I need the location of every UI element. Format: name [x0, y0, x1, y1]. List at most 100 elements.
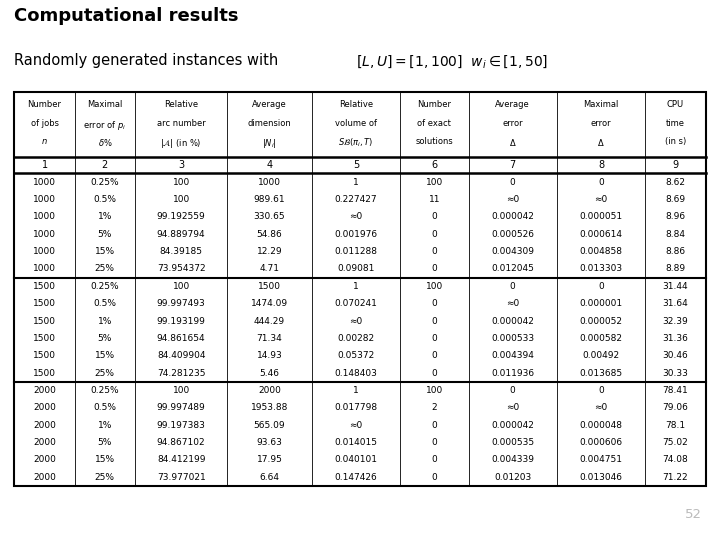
Text: $[L,U] = [1,100]$  $w_i \in [1,50]$: $[L,U] = [1,100]$ $w_i \in [1,50]$	[356, 53, 549, 70]
Text: 0: 0	[431, 316, 437, 326]
Text: 32.39: 32.39	[662, 316, 688, 326]
Text: 75.02: 75.02	[662, 438, 688, 447]
Text: Computational results: Computational results	[14, 8, 239, 25]
Text: 30.33: 30.33	[662, 369, 688, 377]
Text: 0: 0	[598, 178, 604, 187]
Text: 0.227427: 0.227427	[335, 195, 377, 204]
Text: 0.000042: 0.000042	[491, 212, 534, 221]
Text: 0.070241: 0.070241	[335, 299, 377, 308]
Text: 0.148403: 0.148403	[335, 369, 377, 377]
Text: of exact: of exact	[418, 119, 451, 127]
Text: 0: 0	[431, 334, 437, 343]
Text: 9: 9	[672, 160, 678, 170]
Text: 2000: 2000	[33, 438, 56, 447]
Text: 1000: 1000	[33, 195, 56, 204]
Text: 5%: 5%	[98, 438, 112, 447]
Text: $n$: $n$	[41, 137, 48, 146]
Text: 0.000614: 0.000614	[580, 230, 623, 239]
Text: Relative: Relative	[164, 100, 198, 110]
Text: 1500: 1500	[33, 299, 56, 308]
Text: $S\mathcal{B}(\pi_i, T)$: $S\mathcal{B}(\pi_i, T)$	[338, 137, 374, 149]
Text: Relative: Relative	[339, 100, 373, 110]
Text: 0.000052: 0.000052	[580, 316, 623, 326]
Text: 0.000048: 0.000048	[580, 421, 623, 430]
Text: (in s): (in s)	[665, 137, 686, 146]
Text: 1%: 1%	[98, 212, 112, 221]
Text: 0: 0	[510, 386, 516, 395]
Text: 0.000582: 0.000582	[580, 334, 623, 343]
Text: Number: Number	[27, 100, 61, 110]
Text: 0.017798: 0.017798	[334, 403, 377, 413]
Text: ≈0: ≈0	[506, 403, 519, 413]
Text: 100: 100	[426, 386, 443, 395]
Text: 100: 100	[426, 178, 443, 187]
Text: 94.867102: 94.867102	[157, 438, 205, 447]
Text: 5: 5	[353, 160, 359, 170]
Text: 0: 0	[431, 265, 437, 273]
Text: 74.08: 74.08	[662, 455, 688, 464]
Text: 99.197383: 99.197383	[157, 421, 206, 430]
Text: 15%: 15%	[95, 247, 115, 256]
Text: 0: 0	[431, 421, 437, 430]
Text: error: error	[591, 119, 611, 127]
Text: 989.61: 989.61	[253, 195, 285, 204]
Text: 0: 0	[431, 438, 437, 447]
Text: 2: 2	[102, 160, 108, 170]
Text: dimension: dimension	[248, 119, 292, 127]
Text: 0.000533: 0.000533	[491, 334, 534, 343]
Text: 0.05372: 0.05372	[338, 351, 374, 360]
Text: 30.46: 30.46	[662, 351, 688, 360]
Text: 0.5%: 0.5%	[94, 195, 117, 204]
Text: $\delta$%: $\delta$%	[97, 137, 112, 148]
Text: 1: 1	[353, 178, 359, 187]
Text: 0.5%: 0.5%	[94, 299, 117, 308]
Text: ≈0: ≈0	[506, 195, 519, 204]
Text: 0.25%: 0.25%	[91, 282, 119, 291]
Text: 0.004858: 0.004858	[580, 247, 623, 256]
Text: 2000: 2000	[258, 386, 281, 395]
Text: 100: 100	[173, 195, 190, 204]
Text: 0: 0	[431, 369, 437, 377]
Text: 71.34: 71.34	[257, 334, 282, 343]
Text: 0.147426: 0.147426	[335, 473, 377, 482]
Text: 0: 0	[431, 247, 437, 256]
Text: 31.64: 31.64	[662, 299, 688, 308]
Text: 7: 7	[510, 160, 516, 170]
Text: 1%: 1%	[98, 316, 112, 326]
Text: 1000: 1000	[33, 178, 56, 187]
Text: 0.000526: 0.000526	[491, 230, 534, 239]
Text: 0.5%: 0.5%	[94, 403, 117, 413]
Text: 0.004751: 0.004751	[580, 455, 623, 464]
Text: of jobs: of jobs	[30, 119, 58, 127]
Text: 1500: 1500	[258, 282, 281, 291]
Text: 1: 1	[42, 160, 48, 170]
Text: PMS 2012  |  Leuven/Belgium  |  April 1 – 4, 2012: PMS 2012 | Leuven/Belgium | April 1 – 4,…	[18, 508, 379, 521]
Text: 0.25%: 0.25%	[91, 178, 119, 187]
Text: 0.004339: 0.004339	[491, 455, 534, 464]
Text: 0.014015: 0.014015	[335, 438, 377, 447]
Text: $\Delta$: $\Delta$	[509, 137, 516, 148]
Text: 0.012045: 0.012045	[491, 265, 534, 273]
Text: 2000: 2000	[33, 403, 56, 413]
Text: 2000: 2000	[33, 473, 56, 482]
Text: 1000: 1000	[258, 178, 281, 187]
Text: arc number: arc number	[157, 119, 205, 127]
Text: 15%: 15%	[95, 455, 115, 464]
Text: 8.69: 8.69	[665, 195, 685, 204]
Text: 1000: 1000	[33, 230, 56, 239]
Text: 0.00282: 0.00282	[338, 334, 374, 343]
Text: 1: 1	[353, 282, 359, 291]
Text: 1953.88: 1953.88	[251, 403, 288, 413]
Text: 11: 11	[428, 195, 440, 204]
Text: 12.29: 12.29	[257, 247, 282, 256]
Text: 0.01203: 0.01203	[494, 473, 531, 482]
Text: Average: Average	[495, 100, 530, 110]
Text: 0.000606: 0.000606	[580, 438, 623, 447]
Text: 8.96: 8.96	[665, 212, 685, 221]
Text: 78.41: 78.41	[662, 386, 688, 395]
Text: 0: 0	[510, 178, 516, 187]
Text: 1000: 1000	[33, 247, 56, 256]
Text: 25%: 25%	[95, 369, 114, 377]
Text: 330.65: 330.65	[253, 212, 285, 221]
Text: 0.013685: 0.013685	[580, 369, 623, 377]
